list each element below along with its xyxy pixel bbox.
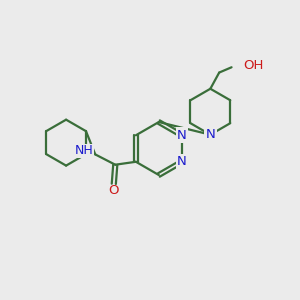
- Text: N: N: [177, 129, 187, 142]
- Text: OH: OH: [243, 59, 263, 72]
- Text: N: N: [177, 155, 187, 168]
- Text: O: O: [109, 184, 119, 197]
- Text: N: N: [177, 155, 187, 168]
- Text: N: N: [206, 128, 215, 141]
- Text: NH: NH: [75, 144, 94, 158]
- Text: N: N: [177, 129, 187, 142]
